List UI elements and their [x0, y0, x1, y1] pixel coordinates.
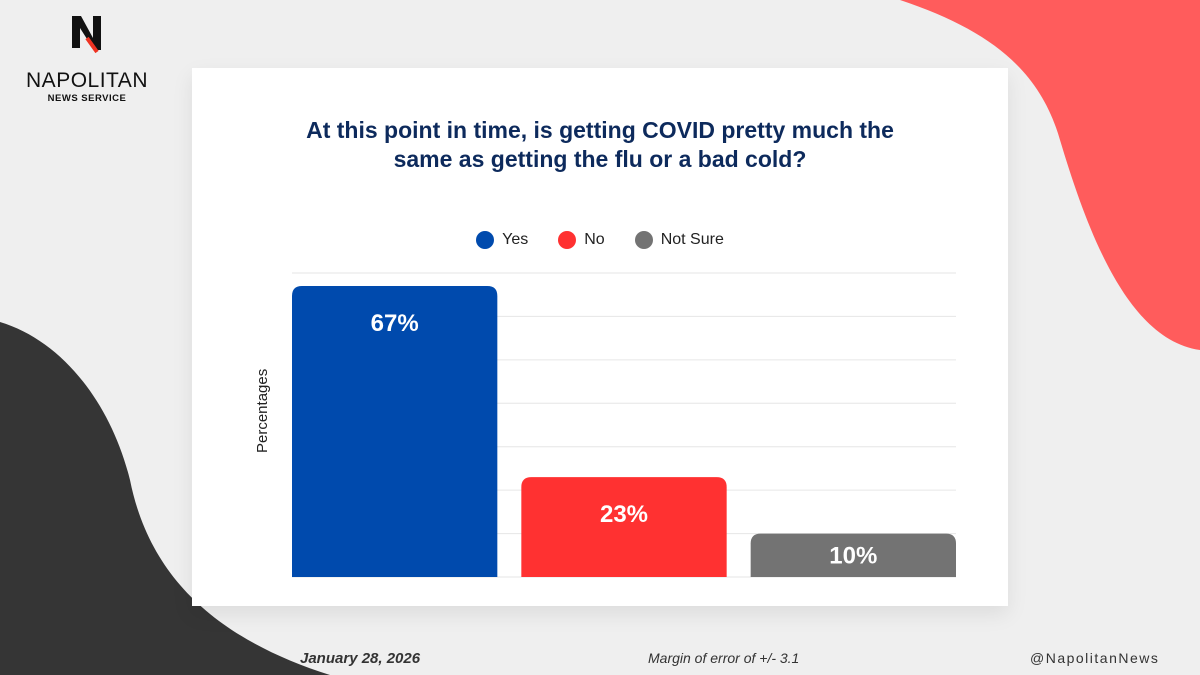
bar-no — [521, 477, 727, 577]
data-label: 67% — [371, 310, 419, 337]
legend-no: No — [558, 231, 605, 249]
data-label: 10% — [829, 543, 877, 570]
footer-date: January 28, 2026 — [300, 650, 421, 667]
bar-not-sure — [750, 533, 956, 577]
legend: Yes No Not Sure — [192, 231, 1008, 249]
footer-margin: Margin of error of +/- 3.1 — [648, 650, 800, 666]
logo-sub: NEWS SERVICE — [47, 93, 127, 104]
chart-title: At this point in time, is getting COVID … — [306, 117, 894, 172]
logo-n-icon — [72, 16, 101, 54]
bar-yes — [292, 286, 498, 577]
legend-not-sure: Not Sure — [634, 231, 724, 249]
footer-handle: @NapolitanNews — [1030, 650, 1160, 666]
logo: NAPOLITAN NEWS SERVICE — [22, 14, 152, 104]
logo-name: NAPOLITAN — [26, 69, 148, 92]
data-label: 23% — [600, 501, 648, 528]
legend-yes: Yes — [476, 231, 528, 249]
chart-card: At this point in time, is getting COVID … — [192, 68, 1008, 606]
plot-area: 67% 23% 10% — [292, 272, 956, 578]
